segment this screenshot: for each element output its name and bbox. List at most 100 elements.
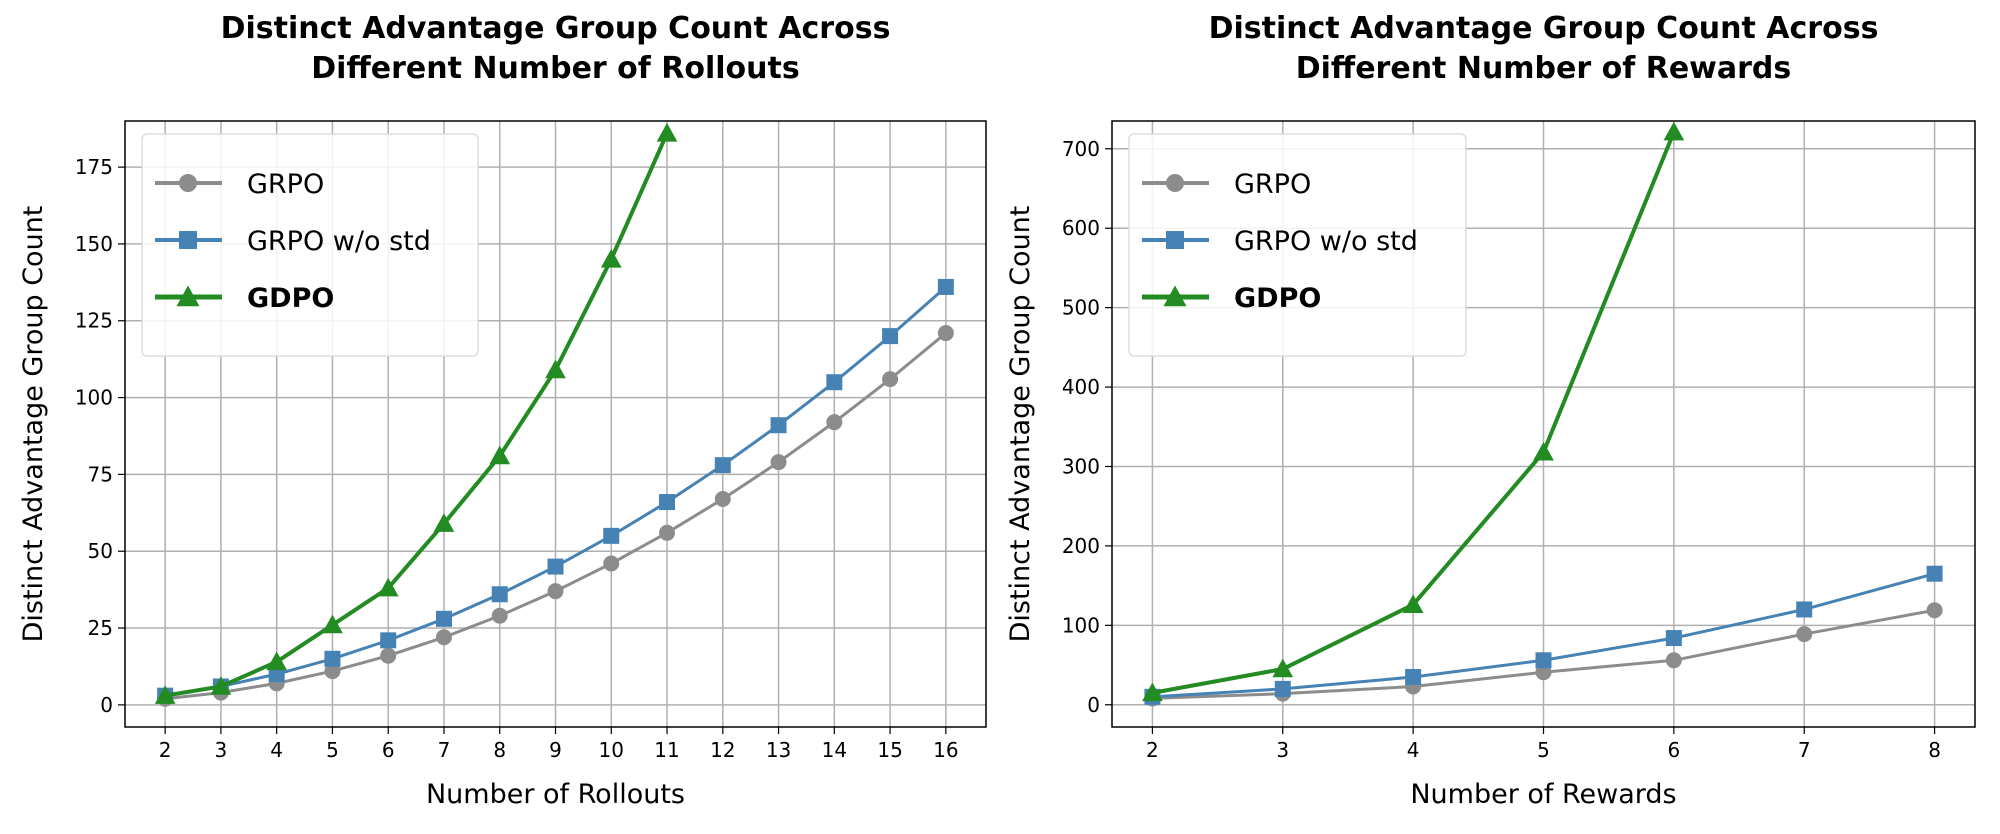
y-tick-label: 400 xyxy=(1062,375,1100,399)
y-tick-label: 125 xyxy=(75,309,113,333)
y-tick-label: 0 xyxy=(100,693,113,717)
y-tick-label: 75 xyxy=(88,462,113,486)
marker-circle xyxy=(659,524,676,541)
marker-square xyxy=(1665,630,1682,647)
marker-circle xyxy=(882,371,899,388)
x-axis-label: Number of Rollouts xyxy=(426,779,685,810)
marker-square xyxy=(435,610,452,627)
marker-square xyxy=(268,666,285,683)
y-axis-label: Distinct Advantage Group Count xyxy=(1005,206,1036,643)
series-line xyxy=(164,132,669,698)
marker-square xyxy=(826,374,843,391)
marker-triangle xyxy=(545,359,566,379)
y-tick-label: 50 xyxy=(88,539,113,563)
marker-triangle xyxy=(656,122,678,142)
marker-circle xyxy=(603,555,620,572)
x-tick-label: 14 xyxy=(822,738,847,762)
marker-square xyxy=(1166,231,1184,249)
marker-circle xyxy=(435,629,452,646)
y-tick-label: 175 xyxy=(75,155,113,179)
chart-title: Distinct Advantage Group Count Across xyxy=(221,11,891,46)
marker-circle xyxy=(491,607,508,624)
x-tick-label: 8 xyxy=(493,738,506,762)
marker-square xyxy=(1796,601,1813,618)
marker-square xyxy=(547,558,564,575)
x-tick-label: 7 xyxy=(438,738,451,762)
marker-circle xyxy=(1665,652,1682,669)
marker-circle xyxy=(714,490,731,507)
y-tick-label: 150 xyxy=(75,232,113,256)
y-tick-label: 600 xyxy=(1062,216,1100,240)
marker-square xyxy=(1405,668,1422,685)
x-tick-label: 2 xyxy=(159,738,172,762)
x-tick-label: 3 xyxy=(1276,738,1289,762)
marker-square xyxy=(491,586,508,603)
series-gdpo xyxy=(154,122,678,704)
marker-circle xyxy=(937,325,954,342)
y-tick-label: 300 xyxy=(1062,454,1100,478)
marker-square xyxy=(937,278,954,295)
x-tick-label: 12 xyxy=(710,738,735,762)
x-tick-label: 13 xyxy=(766,738,791,762)
plot-frame xyxy=(124,120,987,728)
marker-circle xyxy=(826,414,843,431)
marker-square xyxy=(380,632,397,649)
plot-frame xyxy=(1111,120,1976,728)
marker-square xyxy=(1274,680,1291,697)
chart-title: Different Number of Rollouts xyxy=(311,51,799,86)
chart-title: Distinct Advantage Group Count Across xyxy=(1209,11,1879,46)
x-tick-label: 4 xyxy=(1407,738,1420,762)
marker-triangle xyxy=(154,685,176,704)
marker-circle xyxy=(179,174,197,192)
chart-title: Different Number of Rewards xyxy=(1296,51,1792,86)
x-tick-label: 6 xyxy=(1667,738,1680,762)
marker-square xyxy=(1535,652,1552,669)
y-tick-label: 0 xyxy=(1087,693,1100,717)
legend-label: GRPO w/o std xyxy=(1234,226,1418,257)
marker-circle xyxy=(1926,602,1943,619)
marker-circle xyxy=(770,454,787,471)
marker-triangle xyxy=(433,513,455,532)
y-tick-label: 700 xyxy=(1062,137,1100,161)
legend-label: GRPO xyxy=(247,169,324,200)
marker-circle xyxy=(1796,626,1813,643)
legend-label: GDPO xyxy=(247,283,334,314)
x-axis-label: Number of Rewards xyxy=(1410,779,1676,810)
marker-square xyxy=(714,457,731,474)
marker-triangle xyxy=(1272,658,1294,678)
x-tick-label: 2 xyxy=(1146,738,1159,762)
x-tick-label: 15 xyxy=(877,738,902,762)
legend: GRPO GRPO w/o std GDPO xyxy=(1128,133,1467,357)
chart-1: Distinct Advantage Group Count Across Dif… xyxy=(1005,11,1976,810)
x-tick-label: 7 xyxy=(1798,738,1811,762)
marker-square xyxy=(770,417,787,434)
y-tick-label: 200 xyxy=(1062,534,1100,558)
marker-triangle xyxy=(266,651,288,671)
marker-circle xyxy=(380,647,397,664)
marker-square xyxy=(882,328,899,345)
x-tick-label: 11 xyxy=(654,738,679,762)
marker-triangle xyxy=(1402,594,1424,613)
x-tick-label: 5 xyxy=(1537,738,1550,762)
y-tick-label: 100 xyxy=(1062,613,1100,637)
x-tick-label: 10 xyxy=(599,738,624,762)
legend-label: GRPO w/o std xyxy=(247,226,431,257)
legend-box xyxy=(1128,133,1467,357)
marker-circle xyxy=(324,663,341,680)
marker-square xyxy=(659,494,676,511)
marker-triangle xyxy=(1663,121,1685,141)
marker-square xyxy=(179,231,197,249)
marker-triangle xyxy=(600,248,622,268)
x-tick-label: 16 xyxy=(933,738,958,762)
marker-triangle xyxy=(377,577,399,597)
x-tick-label: 8 xyxy=(1928,738,1941,762)
legend: GRPO GRPO w/o std GDPO xyxy=(141,133,479,357)
marker-triangle xyxy=(1163,285,1187,307)
y-tick-label: 100 xyxy=(75,386,113,410)
chart-0: Distinct Advantage Group Count Across Dif… xyxy=(18,11,987,810)
legend-box xyxy=(141,133,479,357)
marker-square xyxy=(1926,565,1943,582)
marker-triangle xyxy=(489,445,511,465)
x-tick-label: 9 xyxy=(549,738,562,762)
